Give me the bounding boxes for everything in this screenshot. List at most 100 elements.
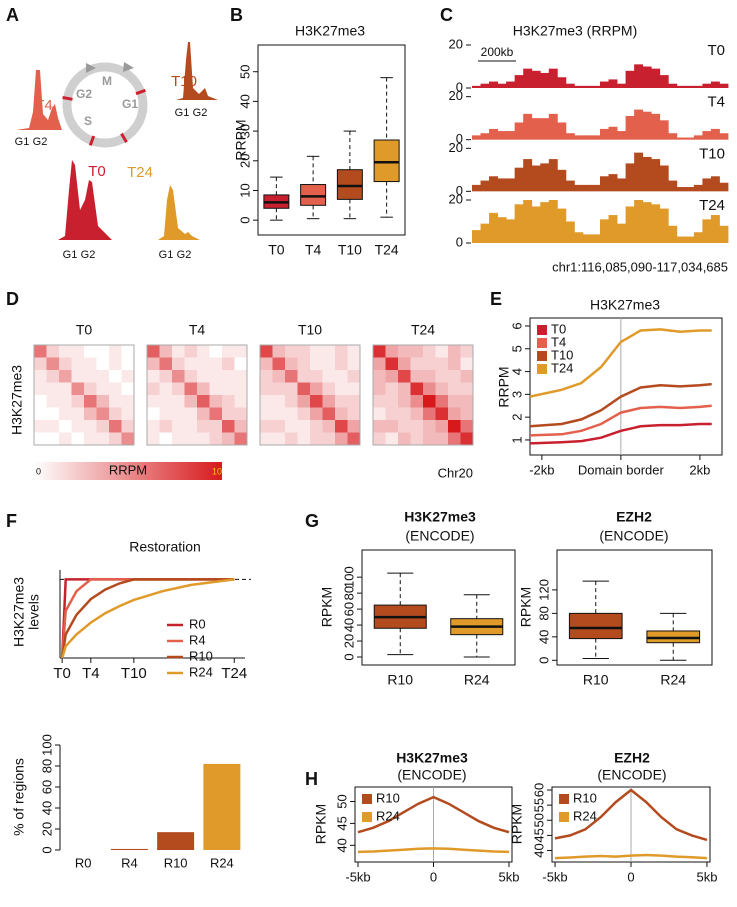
heatmap-cell <box>147 432 160 446</box>
track-bin <box>608 126 618 140</box>
heatmap-cell <box>59 432 72 446</box>
heatmap-cell <box>272 432 286 446</box>
heatmap-cell <box>147 345 160 358</box>
y-tick-label: 4 <box>509 368 524 375</box>
heatmap-cell <box>109 420 122 433</box>
heatmap-cell <box>172 432 185 446</box>
heatmap-cell <box>297 382 311 396</box>
dna-histogram <box>16 70 62 130</box>
peak-label: G1 <box>63 249 78 261</box>
track-bin <box>574 135 584 140</box>
x-tick-label: 2kb <box>689 462 710 477</box>
heatmap-cell <box>435 357 449 371</box>
peak-label: G2 <box>177 249 192 261</box>
y-axis-label: % of regions <box>11 758 27 836</box>
track-bin <box>710 128 720 140</box>
track-bin <box>668 180 678 192</box>
heatmap-cell <box>147 357 160 371</box>
track-bin <box>591 135 601 140</box>
y-tick-label: 1 <box>509 436 524 443</box>
heatmap-cell <box>398 432 411 446</box>
track-bin <box>625 70 635 88</box>
heatmap-cell <box>260 357 273 371</box>
heatmap-cell <box>109 370 122 383</box>
y-tick-label: 3 <box>509 391 524 398</box>
legend-label: R10 <box>376 790 400 805</box>
heatmap-cell <box>423 345 436 358</box>
track-bin <box>668 83 678 88</box>
track-bin <box>506 178 516 192</box>
heatmap-cell <box>347 357 361 371</box>
heatmap-cell <box>222 407 235 421</box>
chart-title: EZH2 <box>614 750 650 766</box>
chart-title: H3K27me3 <box>590 297 660 313</box>
dna-histogram <box>58 160 112 240</box>
heatmap-cell <box>460 370 474 383</box>
heatmap-cell <box>347 420 361 433</box>
track-bin <box>582 135 592 140</box>
heatmap-cell <box>285 395 298 408</box>
heatmap-title: T4 <box>189 322 206 338</box>
heatmap-cell <box>34 357 47 371</box>
heatmap-cell <box>222 357 235 371</box>
track-bin <box>600 81 609 88</box>
legend-label: T4 <box>551 334 566 349</box>
heatmap-cell <box>260 395 273 408</box>
track-bin <box>565 221 575 243</box>
bar <box>157 832 195 850</box>
bar <box>110 848 148 850</box>
y-tick-label: 6 <box>509 322 524 329</box>
track-bin <box>600 176 609 192</box>
track-bin <box>574 184 584 192</box>
heatmap-cell <box>172 407 185 421</box>
heatmap-frame <box>372 344 474 446</box>
heatmap-cell <box>297 357 311 371</box>
track-bin <box>489 81 498 88</box>
heatmap-cell <box>322 370 336 383</box>
heatmap-cell <box>59 395 72 408</box>
heatmap-cell <box>159 370 173 383</box>
heatmap-cell <box>184 370 198 383</box>
heatmap-cell <box>410 432 424 446</box>
y-tick-label: 60 <box>39 780 54 794</box>
heatmap-cell <box>71 382 85 396</box>
heatmap-cell <box>398 382 411 396</box>
track-bin <box>634 152 644 192</box>
track-bin <box>659 208 669 243</box>
heatmap-cell <box>385 357 399 371</box>
y-tick-label: 30 <box>237 124 252 138</box>
heatmap-cell <box>410 357 424 371</box>
heatmap-cell <box>285 357 298 371</box>
heatmap-cell <box>448 432 461 446</box>
heatmap-cell <box>297 420 311 433</box>
box <box>568 612 623 640</box>
heatmap-cell <box>59 370 72 383</box>
heatmap-cell <box>335 345 348 358</box>
track-bin <box>480 223 490 243</box>
heatmap-cell <box>46 420 60 433</box>
footnote: Chr20 <box>438 465 473 480</box>
heatmap-cell <box>184 382 198 396</box>
track-bin <box>685 187 695 192</box>
heatmap-cell <box>222 432 235 446</box>
heatmap-cell <box>96 357 110 371</box>
track-bin <box>608 79 618 88</box>
heatmap-cell <box>84 407 97 421</box>
series-line <box>529 404 712 437</box>
timepoint-tick <box>135 88 146 96</box>
heatmap-cell <box>310 420 323 433</box>
x-tick-label: T24 <box>375 242 399 258</box>
track-bin <box>489 212 498 243</box>
cycle-arrow <box>123 62 134 72</box>
heatmap-cell <box>423 407 436 421</box>
scale-bar-label: 200kb <box>481 45 514 59</box>
phase-label: G1 <box>122 97 138 111</box>
track-bin <box>617 178 626 192</box>
heatmap-cell <box>121 357 135 371</box>
y-axis-label: RRPM <box>233 119 249 160</box>
heatmap-cell <box>347 345 361 358</box>
heatmap-cell <box>373 420 386 433</box>
heatmap-cell <box>260 382 273 396</box>
